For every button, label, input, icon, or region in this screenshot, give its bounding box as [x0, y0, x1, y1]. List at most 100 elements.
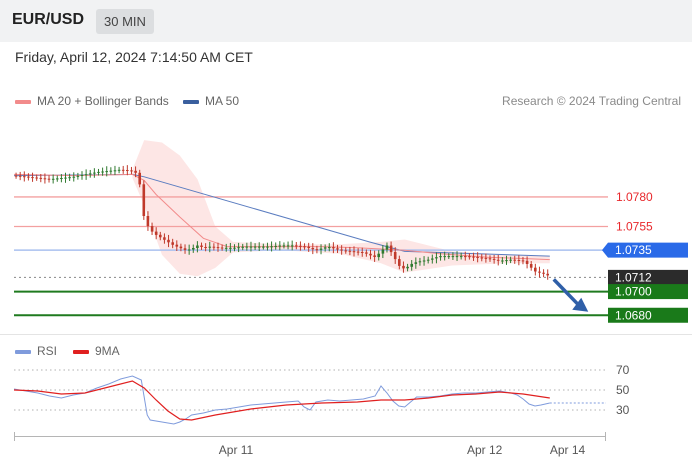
candle-body [150, 226, 154, 232]
candle-body [245, 246, 249, 248]
datetime-label: Friday, April 12, 2024 7:14:50 AM CET [15, 49, 253, 65]
ma20-label: MA 20 + Bollinger Bands [37, 94, 169, 108]
candle-body [418, 261, 422, 263]
candle-body [398, 259, 401, 266]
candle-body [534, 267, 537, 272]
candle-body [365, 252, 368, 254]
timeframe-button[interactable]: 30 MIN [96, 9, 154, 34]
candle-body [60, 178, 63, 179]
legend-rsi-ma: 9MA [73, 344, 120, 358]
level-label-1.0755: 1.0755 [616, 220, 653, 234]
candle-body [18, 175, 22, 177]
candle-body [315, 249, 319, 251]
candle-body [216, 247, 220, 249]
candle-body [43, 178, 47, 180]
candle-body [229, 247, 232, 249]
candle-body [146, 216, 150, 226]
level-label-1.0700: 1.0700 [615, 285, 652, 299]
candle-body [352, 251, 356, 253]
candle-body [323, 247, 327, 249]
candle-body [233, 247, 236, 249]
candle-body [208, 246, 212, 248]
rsi-tick-50: 50 [616, 383, 630, 397]
rsi-ma-label: 9MA [95, 344, 120, 358]
candle-body [220, 247, 224, 249]
candle-body [480, 257, 484, 259]
candle-body [249, 246, 253, 248]
candle-body [472, 256, 475, 258]
candle-body [192, 248, 195, 250]
candle-body [286, 245, 290, 247]
candle-body [142, 184, 146, 216]
candle-body [303, 246, 306, 248]
candle-body [426, 259, 430, 261]
ma50-line [13, 173, 550, 257]
bollinger-band-area [132, 140, 550, 277]
level-tag-1.0700 [608, 284, 688, 300]
candle-body [237, 247, 240, 249]
candle-body [270, 246, 273, 248]
candle-body [35, 177, 38, 179]
ma50-label: MA 50 [205, 94, 240, 108]
candle-body [476, 257, 479, 258]
candle-body [311, 248, 315, 250]
legend-ma50: MA 50 [183, 94, 239, 108]
candle-body [196, 245, 199, 248]
candle-body [72, 176, 76, 178]
candle-body [385, 245, 389, 250]
candle-body [113, 170, 117, 172]
candle-body [340, 249, 343, 251]
candle-body [31, 177, 34, 179]
candle-body [443, 256, 446, 258]
candle-body [200, 245, 203, 247]
candle-body [492, 258, 496, 260]
candle-body [484, 257, 488, 259]
candle-body [299, 245, 302, 247]
candle-body [422, 260, 426, 262]
candle-body [546, 273, 549, 276]
level-tag-1.0712 [608, 269, 688, 285]
candle-body [369, 253, 372, 256]
level-label-1.0780: 1.0780 [616, 190, 653, 204]
candle-body [319, 248, 323, 250]
candle-body [348, 250, 352, 252]
ma20-swatch [15, 99, 31, 104]
x-tick-label: Apr 12 [467, 443, 503, 457]
candle-body [76, 175, 80, 177]
candle-body [126, 170, 129, 171]
rsi-swatch [15, 349, 31, 354]
candle-body [344, 250, 348, 252]
candle-body [204, 247, 207, 248]
candle-body [274, 245, 277, 247]
candle-body [266, 246, 269, 248]
level-tag-1.0735 [602, 242, 688, 258]
candle-body [525, 260, 529, 264]
candle-body [505, 260, 508, 262]
candles [14, 165, 549, 280]
candle-body [295, 245, 298, 247]
candle-body [509, 259, 512, 261]
candle-body [488, 258, 492, 260]
candle-body [336, 248, 339, 250]
candle-body [402, 265, 405, 269]
candle-body [332, 247, 335, 249]
forecast-arrow-shaft [552, 278, 582, 308]
candle-body [360, 252, 364, 253]
candle-body [105, 171, 108, 173]
candle-body [459, 256, 463, 258]
candle-body [431, 258, 434, 260]
candle-body [241, 246, 244, 248]
level-label-1.0735: 1.0735 [615, 243, 652, 257]
candle-body [212, 246, 216, 248]
candle-body [517, 260, 521, 261]
x-tick-label: Apr 14 [550, 443, 586, 457]
candle-body [501, 260, 504, 262]
candle-body [373, 255, 376, 257]
level-label-1.0680: 1.0680 [615, 308, 652, 322]
candle-body [406, 266, 409, 269]
candle-body [130, 170, 133, 172]
candle-body [377, 253, 380, 258]
candle-body [163, 237, 166, 240]
candle-body [187, 249, 191, 251]
